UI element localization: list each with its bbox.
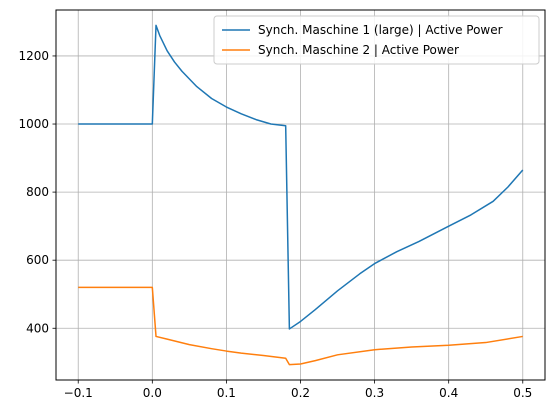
y-axis: 400 600 800 1000 1200 [18, 49, 56, 335]
y-tick-label: 1200 [18, 49, 49, 63]
series-lines [78, 24, 524, 366]
series-line-2 [78, 286, 523, 366]
legend: Synch. Maschine 1 (large) | Active Power… [213, 15, 540, 65]
y-tick-label: 600 [26, 253, 49, 267]
x-axis: −0.1 0.0 0.1 0.2 0.3 0.4 0.5 [64, 380, 532, 400]
grid-lines [56, 10, 545, 380]
legend-label: Synch. Maschine 1 (large) | Active Power [258, 23, 503, 37]
x-tick-label: 0.5 [513, 386, 532, 400]
series-line-1 [78, 24, 524, 330]
x-tick-label: 0.1 [217, 386, 236, 400]
y-tick-label: 400 [26, 321, 49, 335]
y-tick-label: 800 [26, 185, 49, 199]
legend-label: Synch. Maschine 2 | Active Power [258, 43, 459, 57]
x-tick-label: 0.4 [439, 386, 458, 400]
x-tick-label: −0.1 [64, 386, 93, 400]
y-tick-label: 1000 [18, 117, 49, 131]
x-tick-label: 0.0 [143, 386, 162, 400]
legend-box [213, 15, 540, 65]
x-tick-label: 0.3 [365, 386, 384, 400]
x-tick-label: 0.2 [291, 386, 310, 400]
